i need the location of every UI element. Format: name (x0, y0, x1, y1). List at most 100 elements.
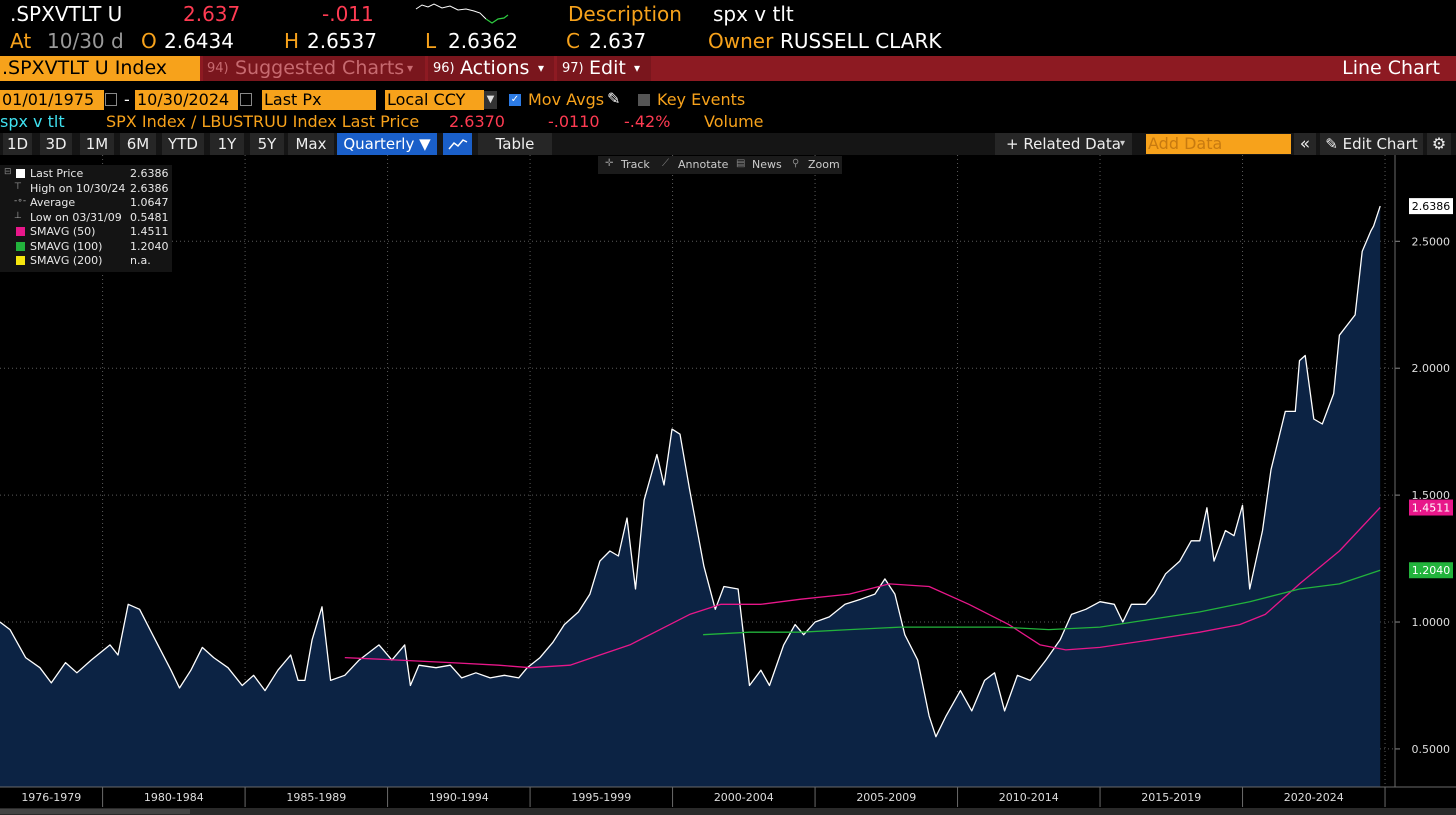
tool-icon: ✛ (605, 158, 614, 169)
tool-button[interactable]: Annotate (678, 158, 729, 171)
legend-icon: ⊤ (14, 181, 22, 192)
menu-item[interactable]: Suggested Charts (235, 57, 405, 79)
x-tick-label: 1995-1999 (571, 791, 631, 804)
y-tick-label: 2.0000 (1412, 362, 1451, 375)
calendar-icon[interactable] (105, 93, 117, 106)
tool-icon: ▤ (736, 158, 746, 169)
x-tick-label: 2005-2009 (856, 791, 916, 804)
add-data-input[interactable]: Add Data (1146, 134, 1291, 154)
tool-button[interactable]: News (752, 158, 782, 171)
menu-item[interactable]: Actions (460, 57, 530, 79)
tool-button[interactable]: Zoom (808, 158, 840, 171)
legend-label: Average (30, 196, 76, 209)
settings-button[interactable]: ⚙ (1427, 133, 1451, 155)
legend-swatch (16, 169, 25, 178)
x-tick-label: 2010-2014 (999, 791, 1059, 804)
table-button[interactable]: Table (478, 133, 552, 155)
field-select[interactable]: Last Px (262, 90, 376, 110)
price-change: -.011 (322, 2, 374, 26)
at-label: At (10, 29, 32, 53)
last-value-tag (1409, 562, 1453, 579)
menu-num: 96) (433, 61, 455, 76)
legend-icon: ⊥ (14, 210, 22, 221)
y-tick-label: 2.5000 (1412, 235, 1451, 248)
tool-icon: ⟋ (662, 158, 669, 169)
chart-style-button[interactable] (443, 133, 472, 155)
scrollbar[interactable] (0, 808, 1456, 815)
security-box[interactable]: .SPXVTLT U Index (0, 56, 200, 81)
scrollbar-thumb[interactable] (0, 809, 190, 814)
high-label: H (284, 29, 300, 53)
tool-button[interactable]: Track (621, 158, 650, 171)
range-button[interactable]: 1M (80, 133, 114, 155)
last-price: 2.637 (183, 2, 241, 26)
dropdown-button[interactable]: ▼ (484, 91, 497, 109)
legend-label: High on 10/30/24 (30, 181, 126, 195)
related-data-button[interactable]: + Related Data (995, 133, 1132, 155)
x-tick-label: 2020-2024 (1284, 791, 1344, 804)
ticker: .SPXVTLT U (10, 2, 123, 26)
x-tick-label: 1980-1984 (144, 791, 204, 804)
legend-label: Last Price (30, 167, 84, 180)
legend-value: 2.6386 (130, 181, 169, 195)
end-date[interactable]: 10/30/2024 (135, 90, 238, 110)
last-value-tag-label: 1.2040 (1412, 564, 1451, 577)
checkbox[interactable] (638, 94, 650, 106)
calendar-icon[interactable] (240, 93, 252, 106)
edit-chart-label: Edit Chart (1342, 135, 1418, 153)
high: 2.6537 (307, 29, 377, 53)
low: 2.6362 (448, 29, 518, 53)
legend-label: SMAVG (200) (30, 254, 103, 267)
range-button[interactable]: 1Y (210, 133, 244, 155)
legend-value: 0.5481 (130, 210, 169, 224)
checkbox-checked[interactable]: ✓ (509, 94, 521, 106)
series-line (703, 569, 1381, 636)
chart: 0.5000 1.0000 1.5000 2.0000 2.5000 1976-1979 1… (0, 155, 1456, 815)
currency-select[interactable]: Local CCY (385, 90, 484, 110)
legend-value: 1.0647 (130, 196, 169, 209)
collapse-button[interactable]: « (1294, 133, 1316, 155)
last-value-tag (1409, 198, 1453, 215)
menu-item[interactable]: Edit (589, 57, 626, 79)
legend-icon: -∘- (14, 196, 27, 206)
legend-collapse[interactable]: ⊟ (4, 167, 12, 177)
low-label: L (425, 29, 437, 53)
x-tick-label: 2015-2019 (1141, 791, 1201, 804)
range-button[interactable]: 6M (120, 133, 156, 155)
pencil-icon[interactable]: ✎ (607, 89, 621, 108)
range-button[interactable]: 5Y (250, 133, 284, 155)
start-date[interactable]: 01/01/1975 (0, 90, 104, 110)
line-icon (447, 139, 467, 150)
range-button[interactable]: Max (288, 133, 334, 155)
info-change: -.0110 (548, 112, 600, 131)
info-percent: -.42% (624, 112, 671, 131)
chart-tools (598, 156, 842, 174)
range-button[interactable]: 1D (3, 133, 32, 155)
period-button[interactable]: Quarterly ▼ (337, 133, 437, 155)
last-value-tag-label: 1.4511 (1412, 502, 1451, 515)
y-tick-label: 0.5000 (1412, 743, 1451, 756)
y-tick-label: 1.0000 (1412, 616, 1451, 629)
y-tick-label: 1.5000 (1412, 489, 1451, 502)
series-line (0, 205, 1381, 738)
mov-avgs-label: Mov Avgs (528, 90, 605, 109)
last-value-tag-label: 2.6386 (1412, 200, 1451, 213)
x-tick-label: 1985-1989 (286, 791, 346, 804)
info-last: 2.6370 (449, 112, 505, 131)
legend-swatch (16, 227, 25, 236)
range-button[interactable]: YTD (162, 133, 204, 155)
legend-label: SMAVG (100) (30, 239, 103, 253)
range-button[interactable]: 3D (40, 133, 72, 155)
sparkline (415, 3, 509, 24)
x-tick-label: 1990-1994 (429, 791, 489, 804)
series-name: spx v tlt (0, 112, 65, 131)
x-tick-label: 1976-1979 (21, 791, 81, 804)
chart-type[interactable]: Line Chart (1342, 57, 1440, 79)
legend-value: n.a. (130, 254, 151, 267)
x-tick-label: 2000-2004 (714, 791, 774, 804)
legend-value: 1.4511 (130, 225, 169, 238)
tool-icon: ⚲ (792, 158, 800, 169)
edit-chart-button[interactable]: ✎ Edit Chart (1320, 133, 1423, 155)
dropdown-caret: ▾ (1120, 138, 1126, 149)
legend-value: 1.2040 (130, 239, 169, 253)
